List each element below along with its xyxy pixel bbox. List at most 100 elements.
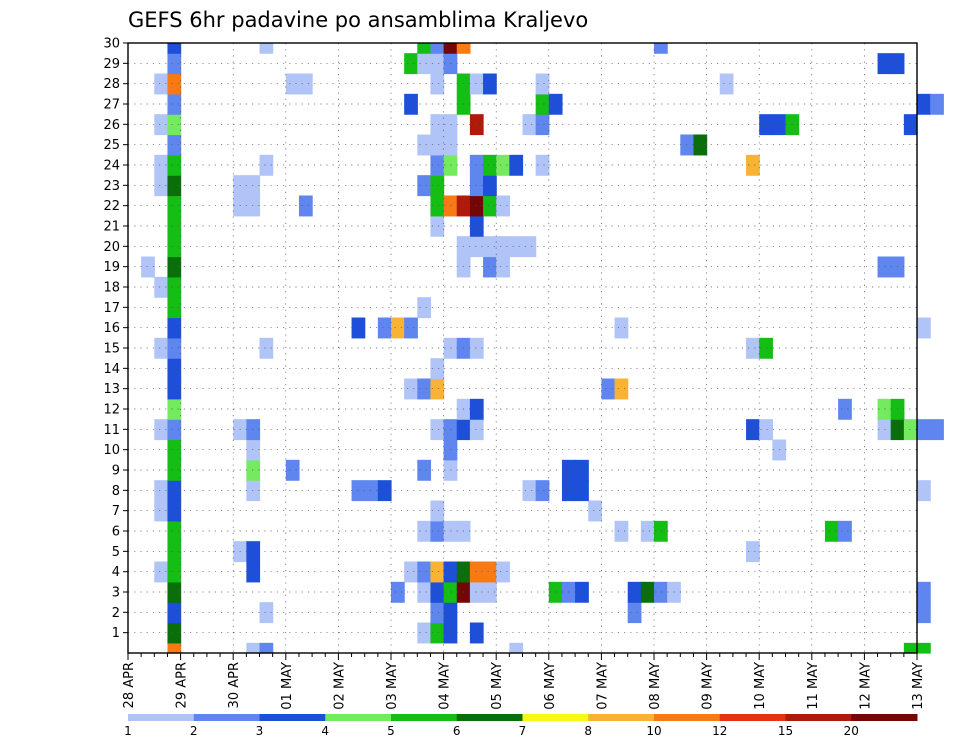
colorbar-label: 10 [646,724,661,738]
colorbar-swatch [785,714,852,721]
y-tick-label: 22 [103,199,120,214]
colorbar-label: 12 [712,724,727,738]
colorbar-label: 5 [387,724,395,738]
heatmap-cell [246,175,261,197]
y-tick-label: 2 [112,606,120,621]
chart-title: GEFS 6hr padavine po ansamblima Kraljevo [128,8,588,32]
heatmap-cell [759,337,773,359]
heatmap-cell [167,480,182,502]
x-tick-label: 05 MAY [490,662,505,710]
heatmap-cell [391,581,405,603]
heatmap-cell [469,561,484,583]
colorbar-swatch [522,714,589,721]
heatmap-cell [535,114,550,136]
y-tick-label: 14 [103,362,120,377]
x-tick-label: 04 MAY [438,662,453,710]
heatmap-cell [456,43,471,54]
heatmap-cell [917,419,931,441]
heatmap-cell [469,154,484,176]
heatmap-cell [614,317,629,339]
heatmap-cell [917,317,931,339]
y-tick-label: 25 [103,138,120,153]
heatmap-cell [509,642,524,654]
heatmap-cell [496,256,510,278]
heatmap-cell [838,520,852,542]
colorbar-label: 7 [519,724,527,738]
heatmap-cell [640,581,655,603]
heatmap-cell [141,256,155,278]
heatmap-cell [838,398,852,420]
heatmap-cell [430,358,445,380]
heatmap-cell [522,236,537,258]
heatmap-cell [903,642,918,654]
heatmap-cell [509,154,524,176]
heatmap-cell [417,53,432,75]
x-tick-label: 09 MAY [701,662,716,710]
heatmap-cell [259,642,274,654]
heatmap-cell [167,439,182,461]
heatmap-cell [167,154,182,176]
x-tick-label: 08 MAY [648,662,663,710]
heatmap-cell [469,73,484,95]
heatmap-cell [759,114,773,136]
y-tick-label: 3 [112,586,120,601]
heatmap-cell [404,53,418,75]
heatmap-cell [824,520,839,542]
heatmap-cell [496,236,510,258]
heatmap-cell [903,419,918,441]
heatmap-cell [430,622,445,644]
heatmap-cell [167,134,182,156]
y-tick-label: 17 [103,301,120,316]
heatmap-cell [903,114,918,136]
heatmap-cell [930,93,944,115]
colorbar-swatch [719,714,786,721]
heatmap-cell [917,480,931,502]
y-tick-label: 19 [103,260,120,275]
x-tick-label: 11 MAY [806,662,821,710]
heatmap-cell [469,398,484,420]
heatmap-cell [391,317,405,339]
heatmap-cell [469,175,484,197]
heatmap-cell [167,215,182,237]
heatmap-cell [154,114,169,136]
heatmap-cell [654,43,668,54]
heatmap-cell [167,561,182,583]
y-tick-label: 29 [103,57,120,72]
heatmap-cell [417,520,432,542]
heatmap-cell [469,419,484,441]
heatmap-cell [469,581,484,603]
heatmap-cell [364,480,379,502]
heatmap-cell [483,256,497,278]
heatmap-cell [167,358,182,380]
heatmap-cell [483,581,497,603]
y-tick-label: 21 [103,220,120,235]
y-tick-label: 12 [103,403,120,418]
y-tick-label: 11 [103,423,120,438]
heatmap-cell [917,642,931,654]
heatmap-cell [917,581,931,603]
x-tick-label: 29 APR [175,662,190,708]
heatmap-cell [640,520,655,542]
heatmap-cell [430,378,445,400]
y-tick-label: 7 [112,504,120,519]
heatmap-cell [246,541,261,563]
heatmap-cell [285,73,300,95]
heatmap-cell [167,520,182,542]
x-tick-label: 07 MAY [595,662,610,710]
colorbar-swatch [128,714,195,721]
y-tick-label: 6 [112,525,120,540]
heatmap-cell [417,561,432,583]
heatmap-cell [154,337,169,359]
heatmap-cell [167,602,182,624]
heatmap-cell [522,114,537,136]
heatmap-cell [167,317,182,339]
x-tick-label: 13 MAY [911,662,926,710]
heatmap-cell [167,419,182,441]
heatmap-cell [154,500,169,522]
x-tick-label: 12 MAY [858,662,873,710]
x-tick-label: 28 APR [122,662,137,708]
heatmap-cell [167,642,182,654]
heatmap-cell [746,337,760,359]
heatmap-cell [496,154,510,176]
heatmap-cell [377,480,392,502]
